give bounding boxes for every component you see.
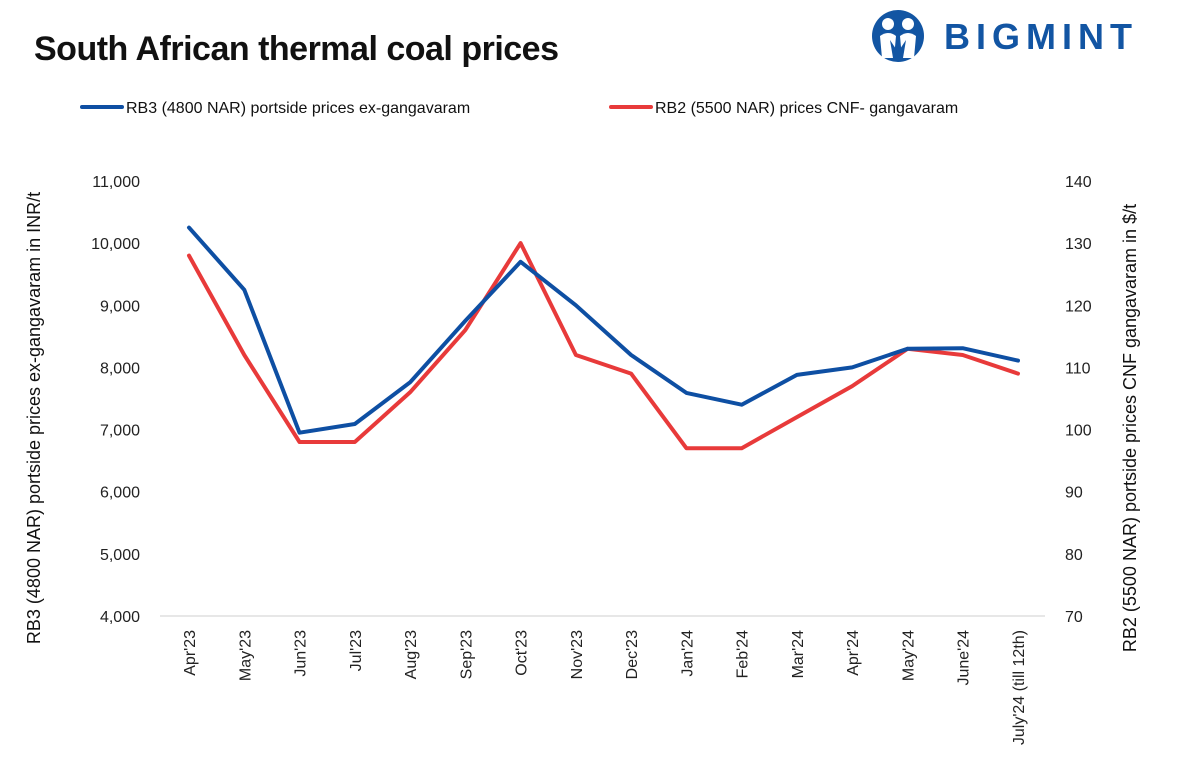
right-axis-label: RB2 (5500 NAR) portside prices CNF ganga…: [1120, 204, 1140, 652]
x-axis-ticks: Apr'23 May'23 Jun'23 Jul'23 Aug'23 Sep'23 Oct'…: [182, 630, 1028, 745]
left-tick-label: 6,000: [100, 485, 140, 502]
x-tick-label: May'23: [237, 630, 254, 681]
x-tick-label: Jan'24: [679, 630, 696, 677]
rb2-series-line: [187, 241, 1020, 451]
x-tick-label: Apr'23: [182, 630, 199, 676]
left-tick-label: 4,000: [100, 609, 140, 626]
x-tick-label: Mar'24: [790, 630, 807, 679]
brand-name: BIGMINT: [944, 16, 1138, 57]
right-tick-label: 110: [1065, 360, 1091, 377]
legend: RB3 (4800 NAR) portside prices ex-gangav…: [80, 100, 958, 117]
x-tick-label: Aug'23: [403, 630, 420, 679]
x-tick-label: Oct'23: [514, 630, 531, 676]
left-tick-label: 5,000: [100, 547, 140, 564]
right-tick-label: 70: [1065, 609, 1083, 626]
right-tick-label: 120: [1065, 298, 1092, 315]
left-tick-label: 7,000: [100, 423, 140, 440]
x-tick-label: May'24: [900, 630, 917, 681]
right-tick-label: 90: [1065, 485, 1083, 502]
right-axis-ticks: 70 80 90 100 110 120 130 140: [1065, 174, 1092, 626]
left-tick-label: 8,000: [100, 360, 140, 377]
x-tick-label: Sep'23: [458, 630, 475, 679]
left-axis-label: RB3 (4800 NAR) portside prices ex-gangav…: [24, 192, 44, 644]
legend-label: RB2 (5500 NAR) prices CNF- gangavaram: [655, 100, 958, 117]
chart-title: South African thermal coal prices: [34, 30, 559, 68]
brand-people-icon: [872, 10, 924, 62]
x-tick-label: July'24 (till 12th): [1011, 630, 1028, 745]
left-tick-label: 10,000: [91, 236, 140, 253]
right-tick-label: 140: [1065, 174, 1092, 191]
right-tick-label: 80: [1065, 547, 1083, 564]
brand-logo: BIGMINT: [862, 6, 1172, 64]
left-tick-label: 11,000: [92, 174, 140, 191]
left-axis-ticks: 4,000 5,000 6,000 7,000 8,000 9,000 10,000 11,0…: [91, 174, 140, 626]
x-tick-label: Dec'23: [624, 630, 641, 679]
x-tick-label: Apr'24: [845, 630, 862, 676]
x-tick-label: Jun'23: [293, 630, 310, 677]
rb3-series-line: [187, 225, 1020, 435]
x-tick-label: Jul'23: [348, 630, 365, 671]
right-tick-label: 130: [1065, 236, 1092, 253]
left-tick-label: 9,000: [100, 298, 140, 315]
x-tick-label: Feb'24: [735, 630, 752, 679]
x-tick-label: Nov'23: [569, 630, 586, 679]
right-tick-label: 100: [1065, 423, 1092, 440]
x-tick-label: June'24: [956, 630, 973, 686]
series-lines: [187, 225, 1020, 451]
legend-label: RB3 (4800 NAR) portside prices ex-gangav…: [126, 100, 470, 117]
